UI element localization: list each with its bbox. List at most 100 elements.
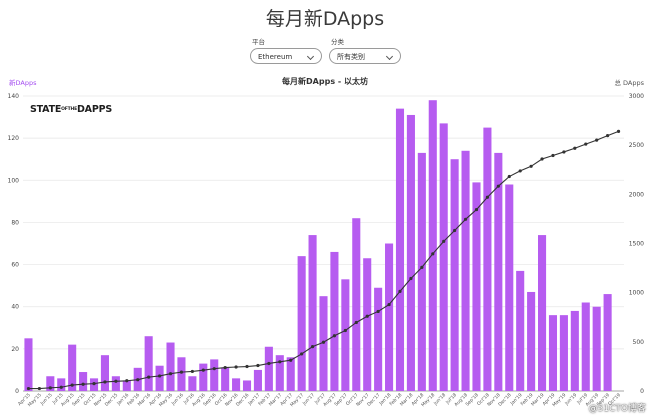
- total-point: [223, 365, 227, 370]
- bar: [188, 376, 197, 391]
- category-select[interactable]: 所有类别: [329, 48, 401, 64]
- total-point: [92, 382, 96, 386]
- bar: [275, 355, 284, 391]
- total-point: [485, 195, 490, 199]
- bar: [155, 365, 164, 391]
- watermark: @51CTO博客: [588, 404, 646, 414]
- bar: [210, 359, 219, 391]
- total-point: [70, 383, 74, 387]
- y-tick-left: 40: [11, 304, 19, 311]
- bar: [352, 218, 361, 391]
- total-point: [584, 142, 588, 146]
- bar: [516, 270, 525, 391]
- category-filter: 分类 所有类别: [329, 36, 401, 64]
- platform-filter-label: 平台: [252, 38, 265, 46]
- state-of-the-dapps-logo: STATEOFTHEDAPPS: [30, 104, 112, 115]
- total-point: [267, 361, 271, 366]
- y-tick-left: 60: [11, 262, 19, 269]
- left-axis-title: 新DApps: [9, 79, 37, 87]
- bar: [559, 315, 568, 391]
- total-point: [125, 379, 129, 383]
- bar: [46, 376, 55, 391]
- total-point: [343, 328, 347, 333]
- bar: [570, 310, 579, 391]
- total-point: [616, 129, 621, 133]
- bar: [483, 127, 492, 391]
- total-point: [595, 138, 599, 142]
- total-point: [551, 153, 555, 158]
- total-point: [474, 207, 479, 212]
- y-tick-right: 500: [633, 339, 645, 346]
- total-point: [310, 345, 315, 349]
- y-tick-left: 140: [8, 93, 20, 100]
- bar: [144, 336, 153, 391]
- total-point: [573, 146, 577, 150]
- bar: [24, 338, 33, 391]
- total-point: [59, 385, 63, 389]
- platform-select[interactable]: Ethereum: [250, 48, 322, 64]
- total-point: [300, 352, 304, 356]
- total-point: [26, 386, 31, 391]
- total-point: [201, 368, 205, 372]
- bar: [122, 380, 131, 391]
- x-tick-label: Jun'15: [39, 392, 54, 407]
- total-point: [234, 365, 238, 369]
- bar: [538, 235, 547, 391]
- bar: [166, 342, 175, 391]
- bar: [264, 346, 273, 391]
- bar: [581, 302, 590, 391]
- y-tick-left: 100: [8, 177, 20, 184]
- y-tick-right: 1000: [629, 290, 644, 297]
- category-filter-label: 分类: [331, 38, 344, 46]
- bar: [221, 367, 230, 391]
- category-select-value: 所有类别: [337, 53, 365, 61]
- total-point: [114, 379, 118, 383]
- total-point: [179, 370, 184, 374]
- x-tick-label: Jun'16: [170, 392, 185, 407]
- total-point: [606, 134, 610, 138]
- total-point: [529, 164, 533, 168]
- total-point: [278, 360, 282, 364]
- total-point: [420, 265, 424, 269]
- x-tick-label: Jun'18: [432, 392, 447, 407]
- y-tick-left: 0: [15, 388, 19, 395]
- bar: [330, 251, 339, 391]
- bar: [450, 159, 459, 391]
- y-tick-left: 80: [11, 219, 19, 226]
- bar: [57, 378, 66, 391]
- bar: [242, 380, 252, 391]
- y-tick-left: 120: [8, 135, 20, 142]
- total-point: [81, 382, 85, 386]
- total-point: [321, 340, 326, 344]
- total-point: [245, 364, 249, 369]
- bar: [363, 258, 372, 391]
- bar: [603, 294, 612, 391]
- bar: [297, 256, 306, 391]
- page-title: 每月新DApps: [265, 8, 385, 30]
- x-tick-label: Jun'17: [301, 392, 316, 407]
- x-tick-label: Jun'19: [563, 392, 578, 407]
- bar: [374, 287, 383, 391]
- y-tick-right: 2500: [629, 142, 644, 149]
- bar: [527, 291, 536, 391]
- bar: [232, 378, 241, 391]
- bar: [68, 344, 77, 391]
- right-axis-title: 总 DApps: [614, 79, 644, 87]
- total-point: [354, 320, 358, 325]
- bar: [592, 306, 601, 391]
- total-point: [518, 169, 522, 173]
- bar: [100, 355, 109, 391]
- total-point: [562, 150, 566, 154]
- bar: [417, 152, 426, 391]
- total-point: [103, 380, 107, 384]
- y-tick-right: 1500: [629, 241, 644, 248]
- y-tick-right: 3000: [629, 93, 644, 100]
- total-point: [442, 239, 446, 243]
- bar: [177, 357, 186, 391]
- total-point: [496, 184, 500, 188]
- platform-select-value: Ethereum: [258, 53, 293, 61]
- bar: [406, 114, 415, 391]
- total-point: [289, 358, 293, 362]
- total-point: [365, 314, 369, 318]
